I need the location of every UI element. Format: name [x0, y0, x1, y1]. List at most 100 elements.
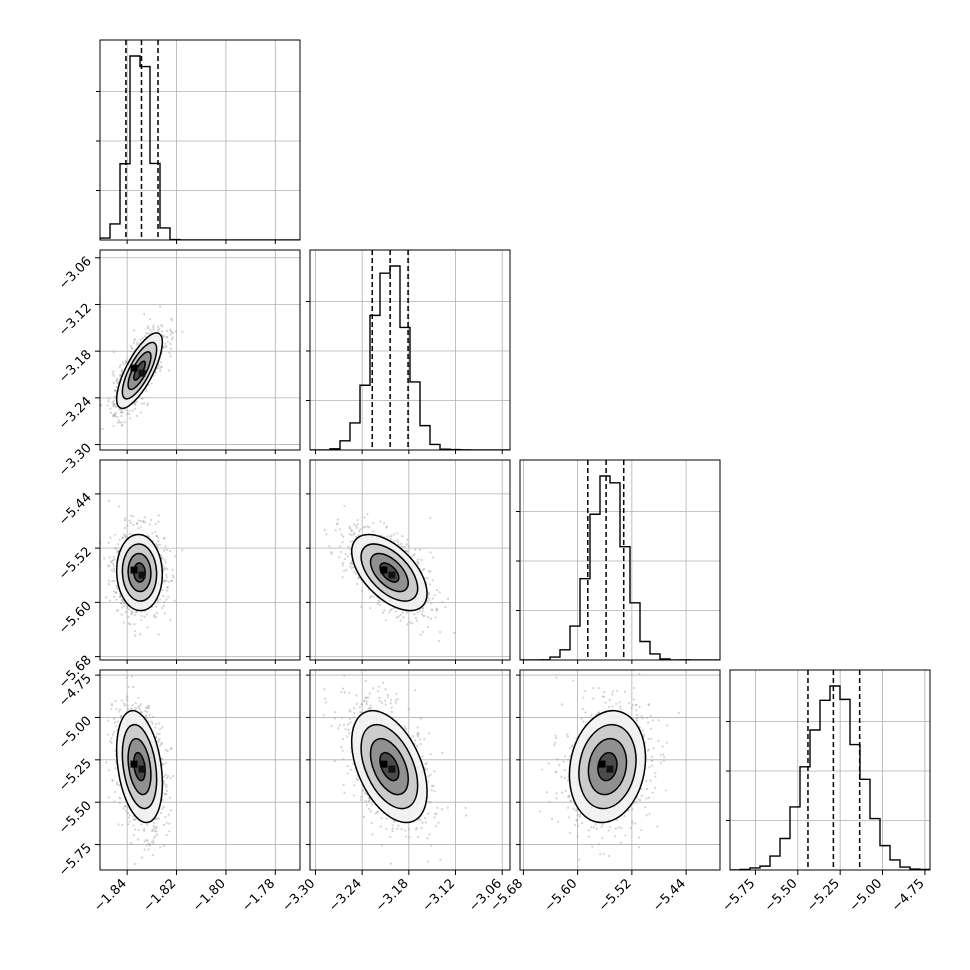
- scatter-point: [403, 725, 406, 728]
- scatter-point: [162, 549, 165, 552]
- scatter-point: [128, 820, 131, 823]
- scatter-point: [357, 576, 360, 579]
- scatter-point: [139, 519, 142, 523]
- scatter-point: [143, 516, 146, 519]
- scatter-point: [117, 549, 120, 552]
- scatter-point: [406, 623, 409, 626]
- scatter-point: [404, 829, 407, 832]
- scatter-point: [118, 365, 121, 369]
- scatter-point: [127, 615, 130, 619]
- scatter-point: [369, 596, 372, 599]
- scatter-point: [124, 534, 127, 537]
- scatter-point: [121, 600, 125, 603]
- scatter-point: [152, 826, 156, 830]
- scatter-point: [155, 830, 158, 833]
- scatter-point: [576, 813, 579, 817]
- scatter-point: [592, 826, 596, 829]
- scatter-point: [105, 761, 108, 764]
- scatter-point: [143, 312, 146, 316]
- scatter-point: [160, 742, 163, 746]
- scatter-point: [389, 702, 392, 705]
- scatter-point: [464, 814, 468, 817]
- scatter-point: [131, 409, 134, 412]
- scatter-point: [385, 526, 388, 529]
- scatter-point: [645, 779, 648, 783]
- scatter-point: [171, 774, 174, 778]
- scatter-point: [369, 595, 373, 598]
- scatter-point: [411, 735, 415, 738]
- scatter-point: [165, 579, 168, 582]
- scatter-point: [420, 612, 424, 616]
- scatter-point: [155, 542, 158, 546]
- scatter-point: [374, 812, 377, 815]
- scatter-point: [396, 532, 399, 535]
- scatter-point: [118, 408, 121, 411]
- scatter-point: [153, 614, 156, 617]
- scatter-point: [112, 414, 115, 417]
- scatter-point: [131, 611, 134, 614]
- scatter-point: [430, 602, 433, 605]
- panel-0-0: [96, 39, 301, 244]
- scatter-point: [107, 541, 110, 544]
- scatter-point: [162, 594, 165, 598]
- scatter-point: [367, 706, 370, 710]
- scatter-point: [339, 550, 343, 554]
- scatter-point: [386, 696, 389, 699]
- scatter-point: [396, 541, 400, 544]
- scatter-point: [128, 519, 131, 522]
- scatter-point: [112, 415, 115, 418]
- scatter-point: [113, 579, 116, 582]
- y-tick-label-3-1: −5.00: [56, 714, 95, 753]
- scatter-point: [144, 714, 147, 717]
- scatter-point: [157, 514, 160, 517]
- scatter-point: [116, 377, 119, 380]
- scatter-point: [367, 807, 370, 811]
- scatter-point: [435, 609, 438, 612]
- scatter-point: [372, 521, 375, 525]
- scatter-point: [404, 835, 407, 838]
- scatter-point: [360, 605, 363, 608]
- scatter-point: [141, 520, 145, 524]
- scatter-point: [444, 606, 447, 609]
- scatter-point: [108, 740, 112, 743]
- scatter-point: [160, 741, 163, 744]
- scatter-point: [371, 833, 374, 836]
- scatter-point: [151, 829, 154, 833]
- scatter-point: [128, 814, 131, 817]
- scatter-point: [134, 701, 137, 705]
- contour-line: [369, 737, 409, 796]
- scatter-point: [416, 560, 419, 564]
- scatter-point: [425, 768, 429, 771]
- scatter-point: [646, 749, 649, 752]
- density-3-0: [105, 675, 174, 866]
- scatter-point: [336, 522, 339, 525]
- scatter-point: [366, 525, 369, 528]
- scatter-point: [157, 817, 161, 820]
- scatter-point: [120, 598, 123, 601]
- x-tick-label-0-3: −1.78: [239, 876, 278, 915]
- scatter-point: [654, 786, 657, 789]
- scatter-point: [138, 705, 141, 708]
- scatter-point: [427, 860, 430, 863]
- scatter-point: [412, 554, 415, 557]
- scatter-point: [114, 700, 117, 703]
- scatter-point: [397, 824, 400, 827]
- scatter-point: [129, 623, 132, 626]
- scatter-point: [163, 537, 166, 540]
- scatter-point: [159, 553, 163, 557]
- panel-frame: [309, 669, 511, 871]
- scatter-point: [423, 567, 426, 570]
- scatter-point: [133, 623, 136, 626]
- density-3-1: [322, 670, 468, 865]
- scatter-point: [384, 688, 387, 691]
- x-tick-label-0-0: −1.84: [91, 876, 130, 915]
- scatter-point: [418, 609, 421, 612]
- scatter-point: [121, 536, 125, 539]
- scatter-point: [330, 725, 333, 728]
- scatter-point: [115, 609, 119, 612]
- scatter-point: [441, 601, 444, 604]
- scatter-point: [348, 691, 351, 694]
- scatter-point: [122, 807, 125, 810]
- scatter-point: [168, 830, 171, 833]
- scatter-point: [635, 703, 638, 707]
